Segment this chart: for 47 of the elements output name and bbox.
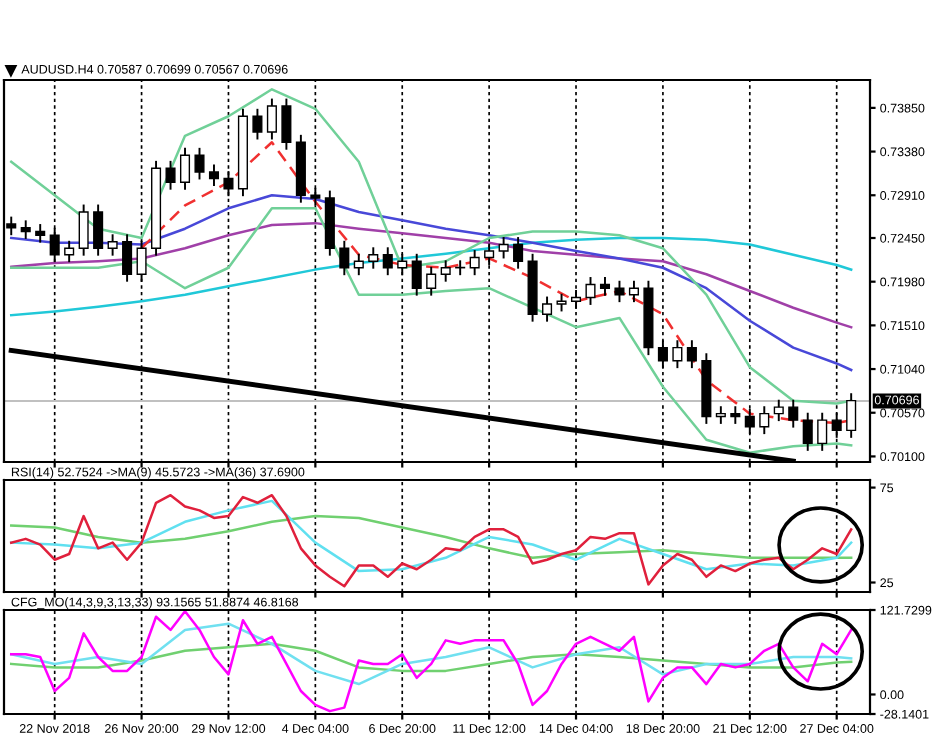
candlestick: [339, 239, 350, 277]
candlestick: [179, 146, 191, 191]
candlestick: [78, 203, 89, 257]
candlestick: [440, 259, 451, 283]
line-series: [9, 194, 853, 372]
candlestick: [266, 97, 277, 141]
candlestick: [802, 411, 813, 452]
candlestick: [93, 203, 104, 257]
line-series: [9, 499, 853, 573]
candlestick: [194, 146, 205, 181]
candlestick: [672, 339, 683, 370]
candlestick: [788, 398, 799, 429]
line-series: [9, 610, 853, 713]
line-series: [9, 221, 853, 329]
line-series: [9, 207, 853, 454]
candlestick: [382, 246, 393, 277]
candlestick: [165, 159, 176, 191]
candlestick: [252, 107, 263, 141]
candlestick: [614, 279, 625, 304]
candlestick: [426, 265, 437, 297]
candlestick: [759, 405, 770, 436]
candlestick: [281, 97, 292, 151]
candlestick: [368, 246, 379, 270]
candlestick: [846, 392, 857, 439]
line-series: [9, 514, 853, 560]
line-series: [9, 642, 853, 673]
candlestick: [353, 252, 364, 277]
candlestick: [817, 411, 828, 452]
candlestick: [498, 236, 509, 260]
candlestick: [20, 219, 31, 240]
line-series: [9, 493, 853, 588]
candlestick: [628, 279, 639, 304]
candlestick: [122, 233, 133, 283]
candlestick: [599, 276, 611, 297]
candlestick: [773, 398, 784, 423]
candlestick: [469, 249, 480, 277]
candlestick: [208, 163, 220, 187]
candlestick: [513, 236, 524, 270]
line-series: [9, 236, 853, 317]
candlestick: [542, 295, 553, 323]
line-series: [9, 622, 853, 686]
candlestick: [686, 339, 697, 370]
candlestick: [107, 233, 118, 257]
candlestick: [411, 252, 422, 297]
candlestick: [585, 276, 596, 306]
candlestick: [64, 239, 75, 264]
candlestick: [35, 223, 46, 244]
